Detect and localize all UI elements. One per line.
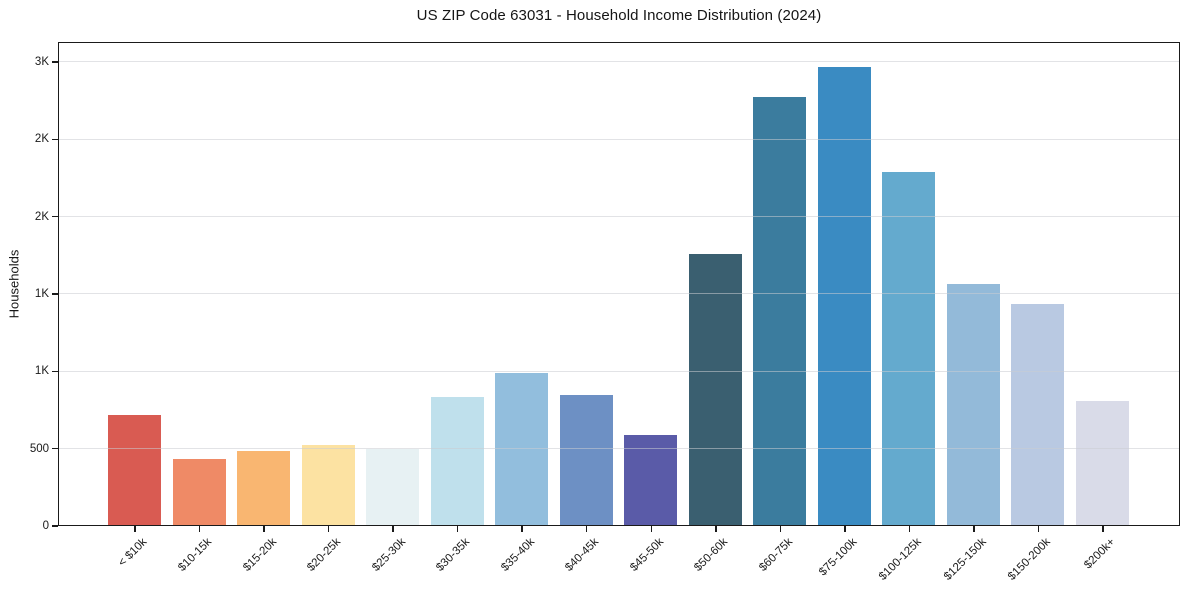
bar-$40-45k: [559, 395, 613, 525]
x-tick-label-text: $15-20k: [240, 536, 279, 574]
y-tick-label: 1K: [34, 287, 49, 300]
y-tick-mark: [52, 370, 58, 373]
gridline: [59, 448, 1179, 450]
plot-area: [58, 42, 1180, 526]
x-tick-label-text: $150-200k: [1006, 536, 1053, 583]
x-tick-mark: [456, 526, 459, 532]
x-tick-label-text: $100-125k: [876, 536, 924, 583]
y-tick-label: 0: [42, 520, 49, 532]
gridline: [59, 216, 1179, 218]
bar-$25-30k: [366, 449, 420, 525]
bar-$50-60k: [688, 254, 742, 525]
y-tick-mark: [52, 293, 58, 295]
x-tick-label-text: $35-40k: [498, 536, 537, 574]
x-tick-mark: [844, 526, 846, 532]
y-tick-label: 500: [29, 442, 49, 455]
x-tick-mark: [521, 526, 523, 532]
bar-$125-150k: [946, 283, 1000, 525]
bar-$20-25k: [301, 445, 355, 525]
gridline: [59, 293, 1179, 295]
x-tick-label-text: $200k+: [1082, 536, 1118, 572]
y-tick-mark: [52, 447, 58, 450]
y-tick-label: 2K: [34, 133, 49, 146]
x-tick-label-text: $25-30k: [369, 536, 408, 574]
chart-title: US ZIP Code 63031 - Household Income Dis…: [416, 7, 822, 24]
bar-$15-20k: [237, 450, 291, 525]
x-tick-mark: [198, 526, 201, 532]
x-tick-label-text: $10-15k: [176, 536, 215, 574]
y-tick-mark: [52, 138, 58, 141]
x-tick-label-text: $125-150k: [941, 536, 989, 583]
bar-$60-75k: [753, 96, 807, 525]
bar-$200k+: [1076, 401, 1129, 525]
x-tick-mark: [263, 526, 265, 532]
x-tick-mark: [1037, 526, 1040, 532]
x-tick-mark: [1102, 526, 1104, 532]
bar-< $10k: [108, 415, 161, 525]
bar-$100-125k: [882, 172, 936, 525]
x-tick-label-text: $75-100k: [816, 536, 860, 579]
y-tick-mark: [52, 215, 58, 218]
x-tick-mark: [585, 526, 588, 532]
gridline: [59, 138, 1179, 140]
x-tick-label-text: $40-45k: [563, 536, 602, 574]
y-tick-mark: [52, 525, 58, 527]
x-tick-mark: [779, 526, 782, 532]
y-tick-label: 1K: [34, 365, 49, 378]
bar-$150-200k: [1011, 303, 1065, 525]
x-tick-label-text: $20-25k: [305, 536, 344, 574]
x-tick-mark: [650, 526, 653, 532]
gridline: [59, 61, 1179, 63]
x-tick-mark: [715, 526, 717, 532]
bar-$45-50k: [624, 435, 678, 525]
x-tick-mark: [908, 526, 911, 532]
x-tick-mark: [134, 526, 136, 532]
bar-$10-15k: [172, 459, 226, 525]
gridline: [59, 370, 1179, 372]
y-tick-label: 3K: [34, 55, 49, 68]
bar-$35-40k: [495, 373, 549, 525]
bars-layer: [59, 43, 1179, 525]
x-tick-label-text: < $10k: [116, 536, 150, 570]
x-tick-label-text: $30-35k: [434, 536, 473, 574]
x-tick-label-text: $50-60k: [692, 536, 731, 574]
y-tick-mark: [52, 61, 58, 63]
y-tick-label: 2K: [34, 210, 49, 223]
x-tick-label-text: $60-75k: [756, 536, 795, 574]
x-tick-mark: [973, 526, 975, 532]
x-tick-mark: [392, 526, 394, 532]
x-tick-mark: [327, 526, 330, 532]
x-tick-label-text: $45-50k: [627, 536, 666, 574]
bar-$30-35k: [430, 396, 484, 525]
y-axis-label: Households: [6, 249, 22, 319]
grid-layer: [59, 43, 1179, 525]
